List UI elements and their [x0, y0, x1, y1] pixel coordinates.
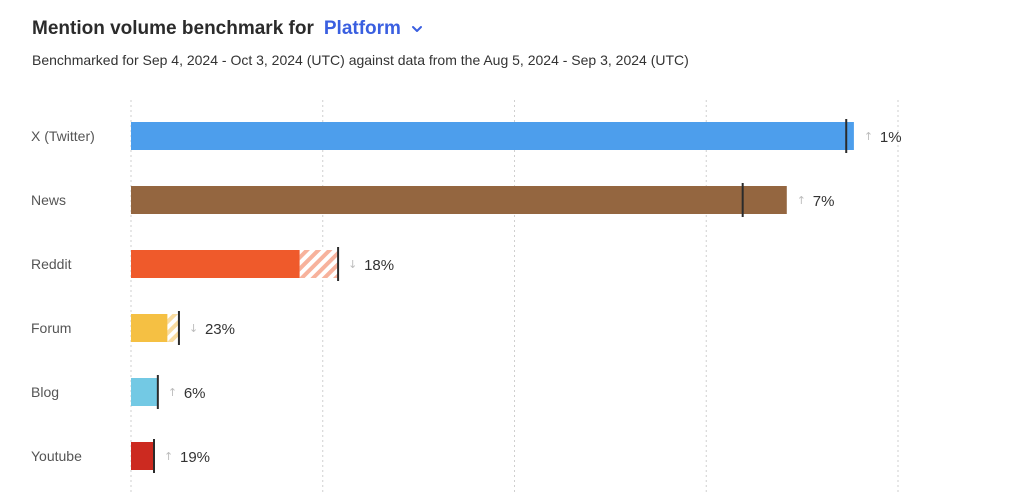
- bar-row: Reddit ↓ 18%: [31, 247, 394, 281]
- chart-header: Mention volume benchmark for Platform Be…: [32, 18, 689, 68]
- bar-row: X (Twitter) ↑ 1%: [31, 119, 902, 153]
- arrow-up-icon: ↑: [864, 130, 873, 143]
- arrow-up-icon: ↑: [168, 386, 177, 399]
- chart-title: Mention volume benchmark for: [32, 18, 314, 39]
- dimension-dropdown-label: Platform: [323, 18, 401, 39]
- change-label: 1%: [880, 129, 902, 146]
- bar: [131, 378, 158, 406]
- chart-subtitle: Benchmarked for Sep 4, 2024 - Oct 3, 202…: [32, 52, 689, 68]
- bar-gap-hatch: [167, 314, 179, 342]
- category-label: Youtube: [31, 448, 82, 464]
- category-label: X (Twitter): [31, 128, 95, 144]
- gridlines: [130, 100, 899, 493]
- change-label: 7%: [813, 193, 835, 210]
- category-label: News: [31, 192, 66, 208]
- bar-row: News ↑ 7%: [31, 183, 834, 217]
- change-label: 6%: [184, 385, 206, 402]
- bar: [131, 250, 300, 278]
- bar-gap-hatch: [299, 250, 339, 278]
- bar-row: Forum ↓ 23%: [31, 311, 235, 345]
- change-label: 18%: [364, 257, 394, 274]
- arrow-down-icon: ↓: [189, 322, 198, 335]
- chevron-down-icon: [411, 26, 422, 32]
- bar-rows: X (Twitter) ↑ 1% News ↑ 7% Reddit ↓ 18% Forum ↓ 23%…: [31, 119, 902, 473]
- bar: [131, 314, 168, 342]
- change-label: 23%: [205, 321, 235, 338]
- category-label: Forum: [31, 320, 71, 336]
- change-label: 19%: [180, 449, 210, 466]
- dimension-dropdown[interactable]: Platform: [324, 18, 423, 40]
- bar-row: Blog ↑ 6%: [31, 375, 206, 409]
- bar: [131, 122, 854, 150]
- title-row: Mention volume benchmark for Platform: [32, 18, 689, 40]
- category-label: Reddit: [31, 256, 72, 272]
- arrow-down-icon: ↓: [348, 258, 357, 271]
- bar-row: Youtube ↑ 19%: [31, 439, 210, 473]
- arrow-up-icon: ↑: [797, 194, 806, 207]
- bar: [131, 186, 787, 214]
- category-label: Blog: [31, 384, 59, 400]
- bar: [131, 442, 155, 470]
- arrow-up-icon: ↑: [164, 450, 173, 463]
